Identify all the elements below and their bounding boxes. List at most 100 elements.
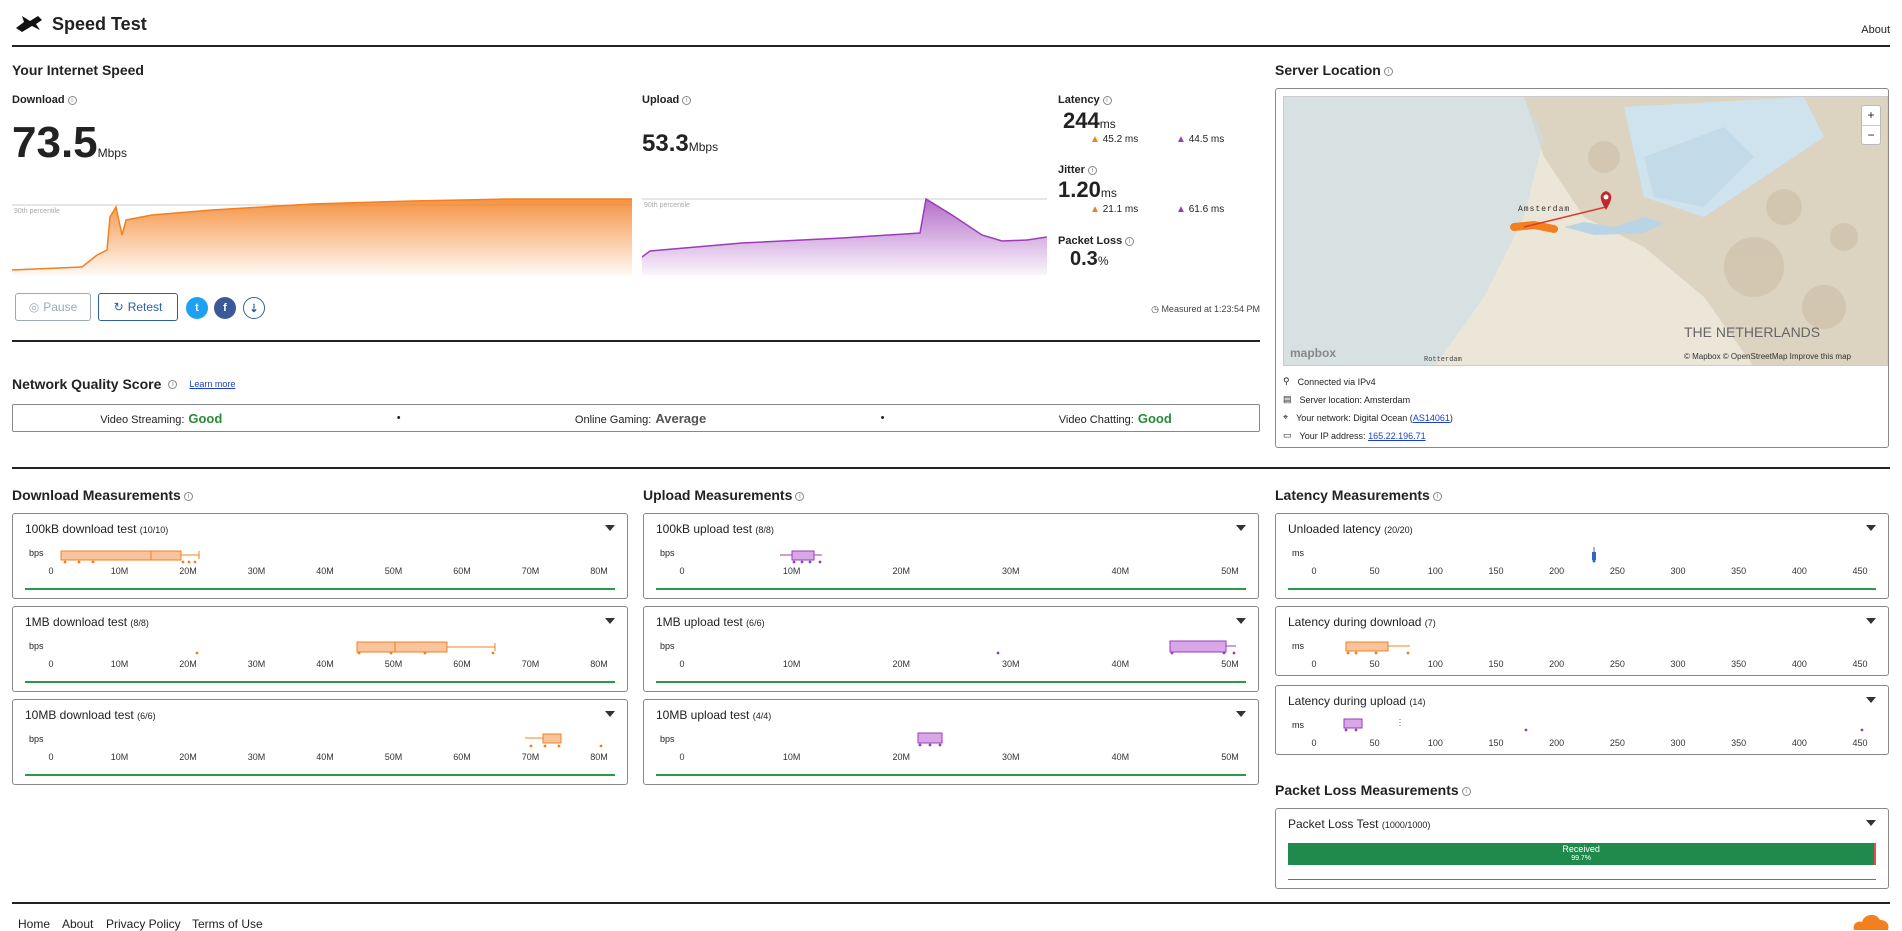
latency-download-card[interactable]: Latency during download (7) ms 0 50 100 150… <box>1275 606 1889 676</box>
chevron-down-icon[interactable] <box>1236 711 1246 717</box>
axis-tick-label: 150 <box>1488 566 1503 576</box>
test-title: 10MB download test (6/6) <box>25 708 156 722</box>
upload-1mb-card[interactable]: 1MB upload test (6/6) bps 0 10M 20M 30M 40M 5… <box>643 606 1259 692</box>
map-city-label: Amsterdam <box>1518 205 1570 214</box>
test-title: Unloaded latency (20/20) <box>1288 522 1413 536</box>
axis-tick-label: 10M <box>783 659 801 669</box>
download-10mb-card[interactable]: 10MB download test (6/6) bps 0 10M 20M 30M 4… <box>12 699 628 785</box>
latency-down: ▲ 45.2 ms <box>1090 134 1139 145</box>
upload-value: 53.3Mbps <box>642 130 719 157</box>
facebook-share-icon[interactable]: f <box>214 297 236 319</box>
jitter-value: 1.20ms <box>1058 177 1117 202</box>
axis-tick-label: 20M <box>179 566 197 576</box>
calendar-icon: ▭ <box>1283 430 1292 440</box>
axis-tick-label: 60M <box>453 566 471 576</box>
axis-tick-label: 20M <box>892 566 910 576</box>
chevron-down-icon[interactable] <box>1866 820 1876 826</box>
info-icon[interactable]: i <box>682 95 692 105</box>
status-line <box>1288 588 1876 590</box>
latency-upload-card[interactable]: Latency during upload (14) ms 0 50 100 150 2… <box>1275 685 1889 755</box>
axis-tick-label: 10M <box>783 752 801 762</box>
axis-tick-label: 40M <box>1112 752 1130 762</box>
info-icon[interactable]: i <box>1102 95 1112 105</box>
axis-tick-label: 250 <box>1610 566 1625 576</box>
info-icon[interactable]: i <box>1432 491 1442 501</box>
chevron-down-icon[interactable] <box>1866 697 1876 703</box>
packet-loss-card[interactable]: Packet Loss Test (1000/1000) Received 99… <box>1275 808 1889 889</box>
network-icon: ⚲ <box>1283 376 1290 386</box>
axis-tick-label: 80M <box>590 566 608 576</box>
axis-tick-label: 300 <box>1670 659 1685 669</box>
test-title: 100kB download test (10/10) <box>25 522 169 536</box>
latency-unloaded-card[interactable]: Unloaded latency (20/20) ms 0 50 100 150 200… <box>1275 513 1889 599</box>
learn-more-link[interactable]: Learn more <box>189 379 236 389</box>
download-label: Download i <box>12 94 77 106</box>
info-icon[interactable]: i <box>795 491 805 501</box>
nqs-video-chatting: Video Chatting: Good <box>1058 410 1172 426</box>
unit-label: ms <box>1292 641 1304 651</box>
refresh-icon: ↻ <box>113 300 124 314</box>
as-link[interactable]: AS14061 <box>1412 412 1450 423</box>
chevron-down-icon[interactable] <box>605 525 615 531</box>
latency-axis: 0 50 100 150 200 250 300 350 400 450 <box>1311 641 1868 669</box>
info-icon[interactable]: i <box>1461 786 1471 796</box>
about-link[interactable]: About <box>1861 24 1890 36</box>
axis-tick-label: 50M <box>385 659 403 669</box>
retest-button[interactable]: ↻ Retest <box>98 293 178 321</box>
axis-tick-label: 300 <box>1670 566 1685 576</box>
axis-tick-label: 10M <box>111 752 129 762</box>
nqs-box: Video Streaming: Good • Online Gaming: Ave… <box>12 404 1260 432</box>
axis-tick-label: 30M <box>1002 659 1020 669</box>
server-map[interactable]: Amsterdam THE NETHERLANDS Rotterdam mapb… <box>1283 96 1888 366</box>
info-icon[interactable]: i <box>1087 165 1097 175</box>
test-title: 1MB upload test (6/6) <box>656 615 765 629</box>
footer-home-link[interactable]: Home <box>18 917 51 931</box>
ip-link[interactable]: 165.22.196.71 <box>1368 430 1426 441</box>
map-image: Amsterdam THE NETHERLANDS Rotterdam mapb… <box>1284 97 1887 365</box>
footer-privacy-link[interactable]: Privacy Policy <box>106 917 181 931</box>
section-divider <box>12 467 1890 469</box>
chevron-down-icon[interactable] <box>605 711 615 717</box>
percentile-label: 90th percentile <box>644 202 690 209</box>
axis-tick-label: 60M <box>453 659 471 669</box>
chevron-down-icon[interactable] <box>605 618 615 624</box>
chevron-down-icon[interactable] <box>1866 618 1876 624</box>
chevron-down-icon[interactable] <box>1236 618 1246 624</box>
zoom-in-button[interactable]: + <box>1862 106 1880 126</box>
latency-meas-heading: Latency Measurements i <box>1275 487 1442 503</box>
info-icon[interactable]: i <box>67 95 77 105</box>
axis-tick-label: 50M <box>1221 752 1239 762</box>
status-line <box>25 774 615 776</box>
axis-tick-label: 150 <box>1488 659 1503 669</box>
info-icon[interactable]: i <box>1125 236 1135 246</box>
axis-tick-label: 350 <box>1731 738 1746 748</box>
upload-chart: 90th percentile <box>642 197 1047 275</box>
zoom-out-button[interactable]: − <box>1867 128 1875 142</box>
axis-tick-label: 0 <box>1311 566 1316 576</box>
received-bar: Received 99.7% <box>1288 843 1875 865</box>
axis-tick-label: 80M <box>590 752 608 762</box>
unit-label: ms <box>1292 548 1304 558</box>
twitter-share-icon[interactable]: t <box>186 297 208 319</box>
test-title: Latency during upload (14) <box>1288 694 1426 708</box>
upload-10mb-card[interactable]: 10MB upload test (4/4) bps 0 10M 20M 30M 40M… <box>643 699 1259 785</box>
info-icon[interactable]: i <box>1383 66 1393 76</box>
axis-tick-label: 70M <box>522 659 540 669</box>
unit-label: ms <box>1292 720 1304 730</box>
info-icon[interactable]: i <box>168 379 178 389</box>
info-icon[interactable]: i <box>183 491 193 501</box>
footer-terms-link[interactable]: Terms of Use <box>192 917 263 931</box>
download-1mb-card[interactable]: 1MB download test (8/8) bps 0 10M 20M 30M 40… <box>12 606 628 692</box>
download-100kb-card[interactable]: 100kB download test (10/10) bps 0 10M 20M 3… <box>12 513 628 599</box>
chevron-down-icon[interactable] <box>1236 525 1246 531</box>
axis-tick-label: 20M <box>179 752 197 762</box>
axis-tick-label: 20M <box>892 659 910 669</box>
axis-tick-label: 50M <box>1221 659 1239 669</box>
status-line <box>656 681 1246 683</box>
upload-100kb-card[interactable]: 100kB upload test (8/8) bps 0 10M 20M 30M 40… <box>643 513 1259 599</box>
footer-about-link[interactable]: About <box>62 917 94 931</box>
axis-tick-label: 400 <box>1792 566 1807 576</box>
pause-button[interactable]: ◎ Pause <box>15 293 91 321</box>
download-results-icon[interactable]: ⇣ <box>243 297 265 319</box>
chevron-down-icon[interactable] <box>1866 525 1876 531</box>
